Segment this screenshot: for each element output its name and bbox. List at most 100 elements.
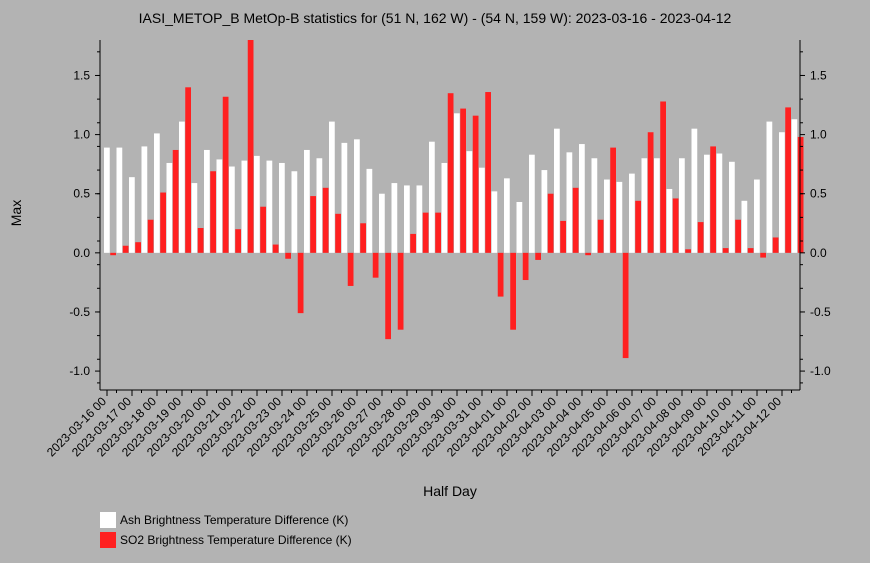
so2-bar — [235, 229, 241, 253]
ash-bar — [479, 167, 485, 253]
legend-label-ash: Ash Brightness Temperature Difference (K… — [120, 513, 349, 527]
y-tick-label-right: -1.0 — [810, 364, 831, 378]
so2-bar — [535, 252, 541, 260]
so2-bar — [760, 252, 766, 258]
ash-bar — [616, 181, 623, 253]
so2-bar — [597, 219, 604, 253]
ash-bar — [441, 162, 448, 253]
y-tick-label-right: -0.5 — [810, 305, 831, 319]
ash-bar — [241, 160, 248, 253]
ash-bar — [704, 154, 710, 253]
ash-bar — [291, 171, 298, 253]
ash-bar — [491, 191, 498, 253]
y-axis-label: Max — [8, 199, 24, 227]
y-tick-label-left: -0.5 — [69, 305, 90, 319]
so2-bar — [572, 187, 579, 253]
so2-bar — [472, 115, 479, 253]
chart-title: IASI_METOP_B MetOp-B statistics for (51 … — [138, 10, 732, 26]
so2-bar — [772, 237, 779, 253]
so2-bar — [397, 252, 404, 330]
so2-bar — [622, 252, 629, 359]
so2-bar — [310, 196, 316, 253]
ash-bar — [579, 144, 585, 253]
so2-bar — [285, 252, 291, 259]
so2-bar — [422, 212, 429, 253]
so2-bar — [147, 219, 154, 253]
legend-item-so2: SO2 Brightness Temperature Difference (K… — [100, 532, 352, 548]
legend: Ash Brightness Temperature Difference (K… — [100, 512, 352, 552]
ash-bar — [554, 128, 560, 253]
ash-bar — [541, 170, 548, 253]
ash-bar — [504, 178, 510, 253]
ash-bar — [216, 159, 223, 253]
ash-bar — [366, 168, 373, 253]
so2-bar — [172, 149, 179, 253]
ash-bar — [754, 179, 760, 253]
so2-bar — [260, 206, 266, 253]
so2-bar — [522, 252, 529, 281]
ash-bar — [529, 154, 535, 253]
y-tick-label-left: 0.5 — [73, 187, 90, 201]
so2-bar — [610, 147, 616, 253]
so2-bar — [335, 213, 341, 253]
ash-bar — [179, 121, 185, 253]
ash-bar — [279, 162, 285, 253]
ash-bar — [691, 128, 698, 253]
y-tick-label-right: 0.0 — [810, 246, 827, 260]
so2-bar — [685, 249, 691, 253]
so2-bar — [585, 252, 591, 256]
so2-bar — [560, 220, 566, 253]
ash-bar — [141, 146, 148, 253]
y-tick-label-left: 1.0 — [73, 128, 90, 142]
so2-bar — [385, 252, 391, 340]
so2-bar — [135, 242, 141, 253]
so2-bar — [722, 248, 729, 253]
so2-bar — [222, 96, 229, 253]
so2-bar — [122, 245, 129, 253]
ash-bar — [379, 193, 385, 253]
so2-bar — [485, 92, 491, 253]
ash-bar — [354, 139, 360, 253]
so2-bar — [510, 252, 516, 330]
ash-bar — [316, 158, 323, 253]
ash-bar — [629, 173, 635, 253]
ash-bar — [116, 147, 123, 253]
so2-bar — [460, 108, 466, 253]
ash-bar — [204, 149, 210, 253]
so2-bar — [497, 252, 504, 297]
so2-bar — [272, 244, 279, 253]
ash-bar — [191, 183, 198, 253]
ash-bar — [679, 158, 685, 253]
so2-bar — [785, 107, 791, 253]
ash-bar — [516, 201, 523, 253]
so2-bar — [547, 193, 554, 253]
legend-label-so2: SO2 Brightness Temperature Difference (K… — [120, 533, 352, 547]
ash-bar — [566, 152, 573, 253]
so2-bar — [435, 212, 441, 253]
ash-bar — [729, 161, 735, 253]
y-tick-label-right: 0.5 — [810, 187, 827, 201]
so2-bar — [110, 252, 116, 256]
so2-bar — [747, 248, 754, 253]
so2-bar — [672, 198, 679, 253]
ash-bar — [154, 133, 160, 253]
ash-bar — [429, 141, 435, 253]
ash-bar — [666, 188, 673, 253]
so2-bar — [635, 200, 641, 253]
ash-bar — [266, 160, 273, 253]
so2-bar — [360, 223, 366, 253]
so2-bar — [660, 101, 666, 253]
ash-bar — [766, 121, 773, 253]
y-tick-label-left: 1.5 — [73, 68, 90, 82]
ash-bar — [466, 151, 473, 253]
ash-bar — [254, 155, 260, 253]
ash-bar — [641, 158, 648, 253]
ash-bar — [416, 185, 423, 253]
so2-bar — [697, 222, 704, 253]
so2-bar — [322, 187, 329, 253]
so2-bar — [710, 146, 716, 253]
ash-bar — [591, 158, 598, 253]
so2-bar — [647, 132, 654, 253]
so2-bar — [297, 252, 304, 314]
